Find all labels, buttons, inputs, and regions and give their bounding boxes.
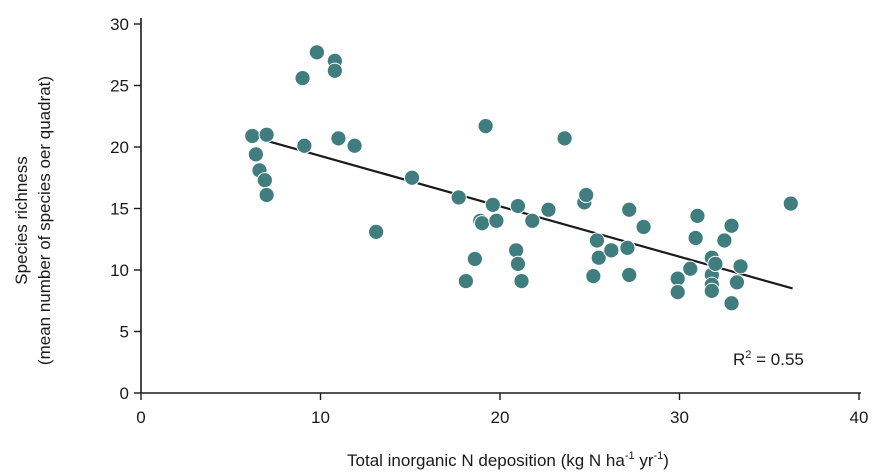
data-point bbox=[488, 212, 505, 229]
y-axis-title-line1: Species richness bbox=[12, 156, 31, 285]
data-point bbox=[723, 217, 740, 234]
data-point bbox=[294, 70, 311, 87]
data-point bbox=[513, 272, 530, 290]
data-point bbox=[588, 232, 606, 249]
data-point bbox=[621, 266, 638, 284]
data-point bbox=[256, 172, 273, 189]
data-point bbox=[590, 249, 607, 266]
x-tick-label: 40 bbox=[850, 408, 869, 427]
data-point bbox=[509, 197, 527, 215]
y-tick-label: 10 bbox=[110, 261, 129, 280]
data-point bbox=[703, 282, 720, 300]
x-tick-label: 10 bbox=[311, 408, 330, 427]
data-point bbox=[403, 169, 421, 186]
data-point bbox=[296, 137, 313, 154]
data-point bbox=[477, 117, 494, 135]
data-point bbox=[244, 127, 261, 145]
y-tick-label: 30 bbox=[110, 15, 129, 34]
y-tick-label: 20 bbox=[110, 138, 129, 157]
data-point bbox=[635, 218, 652, 236]
data-point bbox=[669, 284, 686, 301]
data-point bbox=[457, 272, 474, 290]
data-point bbox=[346, 137, 363, 154]
data-point bbox=[258, 126, 275, 143]
data-point bbox=[621, 201, 638, 218]
data-point bbox=[330, 130, 347, 147]
data-point bbox=[603, 242, 620, 259]
data-point bbox=[669, 270, 686, 287]
data-point bbox=[308, 44, 326, 61]
y-tick-label: 0 bbox=[120, 384, 129, 403]
x-tick-label: 20 bbox=[491, 408, 510, 427]
data-point bbox=[716, 232, 733, 249]
data-point bbox=[732, 258, 749, 275]
x-tick-label: 0 bbox=[136, 408, 145, 427]
x-tick-label: 30 bbox=[670, 408, 689, 427]
data-point bbox=[258, 186, 275, 204]
data-point bbox=[508, 242, 525, 259]
r-squared-annotation: R2 = 0.55 bbox=[733, 349, 804, 369]
data-point bbox=[540, 201, 557, 218]
data-point bbox=[450, 189, 467, 206]
x-axis-title: Total inorganic N deposition (kg N ha-1 … bbox=[347, 450, 669, 470]
data-point bbox=[728, 274, 746, 291]
data-points bbox=[244, 44, 799, 312]
data-point bbox=[247, 146, 264, 163]
data-point bbox=[473, 215, 491, 232]
data-point bbox=[682, 260, 699, 277]
y-axis-title-line2: (mean number of species oer quadrat) bbox=[35, 76, 54, 365]
data-point bbox=[326, 62, 343, 79]
data-point bbox=[484, 196, 501, 213]
axes: 0 5 10 15 20 25 30 0 10 20 30 40 bbox=[110, 15, 868, 427]
data-point bbox=[578, 186, 595, 204]
data-point bbox=[619, 239, 636, 256]
data-point bbox=[689, 207, 706, 224]
data-point bbox=[723, 295, 740, 312]
data-point bbox=[707, 255, 724, 272]
y-tick-label: 15 bbox=[110, 200, 129, 219]
data-point bbox=[687, 229, 704, 247]
y-tick-label: 5 bbox=[120, 323, 129, 342]
data-point bbox=[782, 195, 799, 212]
data-point bbox=[368, 223, 385, 240]
data-point bbox=[556, 130, 573, 147]
data-point bbox=[509, 255, 527, 272]
data-point bbox=[466, 250, 483, 268]
y-tick-label: 25 bbox=[110, 77, 129, 96]
data-point bbox=[524, 212, 541, 229]
data-point bbox=[585, 268, 602, 285]
